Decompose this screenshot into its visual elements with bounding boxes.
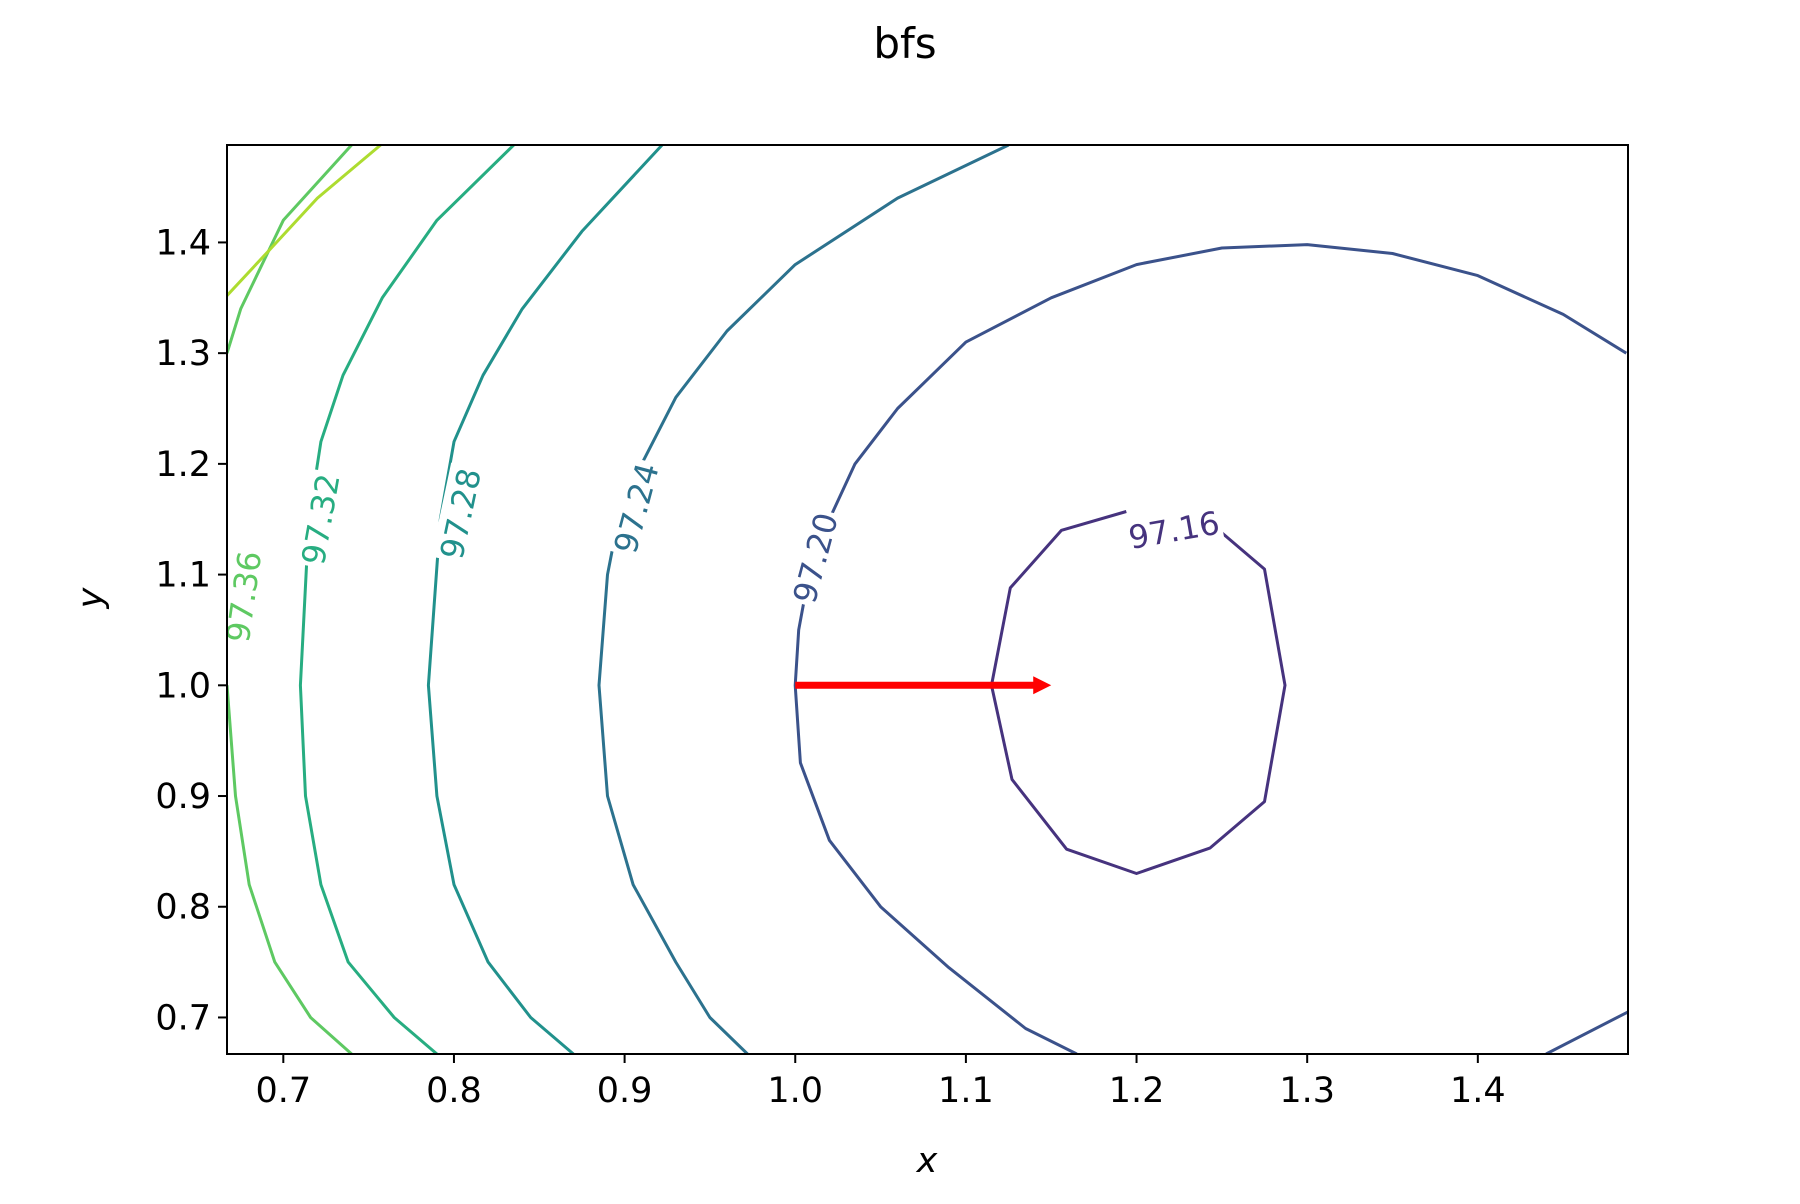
contour-label-bg-97-16 <box>1123 502 1225 559</box>
y-tick-label: 0.8 <box>155 888 211 928</box>
contour-label-bg-97-2 <box>783 506 848 610</box>
x-tick-label: 1.2 <box>1109 1071 1165 1111</box>
contour-label-bg-97-28 <box>431 462 491 565</box>
y-tick-label: 0.7 <box>155 998 211 1038</box>
y-tick-label: 1.0 <box>155 666 211 706</box>
contours-layer <box>227 145 1628 1054</box>
x-tick-label: 1.4 <box>1450 1071 1506 1111</box>
x-tick-label: 1.3 <box>1279 1071 1335 1111</box>
contour-label-bg-97-36 <box>217 546 271 648</box>
x-tick-label: 1.0 <box>767 1071 823 1111</box>
contour-line-97-36 <box>227 145 353 354</box>
contour-line-97-2 <box>793 243 1628 1054</box>
y-tick-label: 1.1 <box>155 556 211 596</box>
contour-label-bg-97-32 <box>292 468 349 570</box>
x-tick-label: 1.1 <box>938 1071 994 1111</box>
x-tick-label: 0.8 <box>426 1071 482 1111</box>
contour-label-97-16: 97.16 <box>1126 504 1223 557</box>
contour-line-97-32 <box>298 145 515 1054</box>
contour-label-97-32: 97.32 <box>294 471 347 568</box>
x-tick-label: 0.7 <box>255 1071 311 1111</box>
contour-label-97-2: 97.20 <box>786 509 846 607</box>
contour-line-97-36-part2 <box>227 685 353 1054</box>
y-tick-label: 0.9 <box>155 777 211 817</box>
arrow-head <box>1033 676 1052 695</box>
contour-line-97-4 <box>227 145 382 297</box>
y-tick-label: 1.4 <box>155 223 211 263</box>
contour-line-97-16 <box>990 510 1287 875</box>
y-axis: 0.7 0.8 0.9 1.0 1.1 1.2 1.3 1.4 <box>155 223 227 1038</box>
chart-title: bfs <box>873 19 936 68</box>
x-axis: 0.7 0.8 0.9 1.0 1.1 1.2 1.3 1.4 <box>255 1054 1506 1111</box>
y-axis-label: y <box>71 586 111 609</box>
x-axis-label: x <box>916 1141 938 1181</box>
contour-line-97-24 <box>597 145 1010 1054</box>
contour-line-97-28 <box>426 145 664 1054</box>
y-tick-label: 1.3 <box>155 334 211 374</box>
y-tick-label: 1.2 <box>155 445 211 485</box>
contour-label-bg-97-24 <box>604 456 669 560</box>
arrow-layer <box>795 676 1052 695</box>
contour-label-97-24: 97.24 <box>606 459 666 557</box>
contour-line-97-2-part2 <box>1545 1010 1628 1054</box>
x-tick-label: 0.9 <box>597 1071 653 1111</box>
plot-area-frame <box>226 144 1629 1055</box>
